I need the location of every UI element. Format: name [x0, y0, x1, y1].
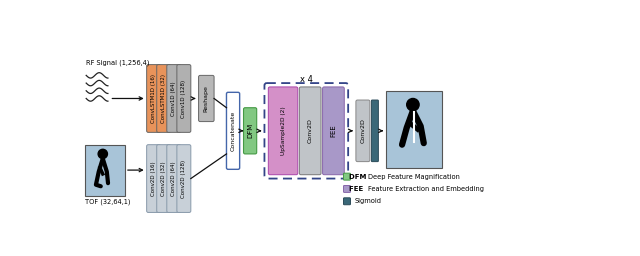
FancyBboxPatch shape — [157, 65, 171, 132]
FancyBboxPatch shape — [344, 198, 351, 205]
Text: Deep Feature Magnification: Deep Feature Magnification — [367, 174, 460, 180]
Text: TOF (32,64,1): TOF (32,64,1) — [84, 198, 130, 205]
Circle shape — [98, 149, 108, 158]
FancyBboxPatch shape — [157, 145, 171, 212]
FancyBboxPatch shape — [198, 75, 214, 122]
Text: Conv2D: Conv2D — [308, 118, 313, 143]
FancyBboxPatch shape — [147, 65, 161, 132]
Text: Conv1D (64): Conv1D (64) — [172, 81, 176, 116]
FancyBboxPatch shape — [244, 108, 257, 154]
Text: ConvLSTM1D (16): ConvLSTM1D (16) — [151, 74, 156, 123]
Bar — [386, 91, 442, 168]
FancyBboxPatch shape — [371, 100, 378, 162]
Text: FEE: FEE — [344, 186, 363, 192]
FancyBboxPatch shape — [300, 87, 321, 175]
Text: Conv2D (64): Conv2D (64) — [172, 161, 176, 196]
Text: Conv2D: Conv2D — [360, 118, 365, 143]
FancyBboxPatch shape — [344, 173, 351, 180]
Bar — [84, 145, 125, 196]
FancyBboxPatch shape — [344, 186, 351, 193]
Text: RF Signal (1,256,4): RF Signal (1,256,4) — [86, 60, 150, 66]
Text: Conv2D (128): Conv2D (128) — [181, 159, 186, 198]
FancyBboxPatch shape — [167, 65, 180, 132]
Text: Conv2D (16): Conv2D (16) — [151, 161, 156, 196]
Circle shape — [406, 99, 419, 111]
FancyBboxPatch shape — [147, 145, 161, 212]
Text: Reshape: Reshape — [204, 85, 209, 112]
Text: DFM: DFM — [344, 174, 366, 180]
FancyBboxPatch shape — [268, 87, 298, 175]
FancyBboxPatch shape — [227, 92, 239, 169]
FancyBboxPatch shape — [177, 145, 191, 212]
Text: x 4: x 4 — [300, 75, 313, 84]
FancyBboxPatch shape — [177, 65, 191, 132]
Text: ConvLSTM1D (32): ConvLSTM1D (32) — [161, 74, 166, 123]
Text: Conv2D (32): Conv2D (32) — [161, 161, 166, 196]
Text: FEE: FEE — [330, 124, 337, 137]
FancyBboxPatch shape — [356, 100, 370, 162]
FancyBboxPatch shape — [323, 87, 344, 175]
Text: Concatenate: Concatenate — [230, 111, 236, 151]
FancyBboxPatch shape — [167, 145, 180, 212]
Text: Feature Extraction and Embedding: Feature Extraction and Embedding — [367, 186, 484, 192]
Text: Sigmoid: Sigmoid — [355, 198, 381, 204]
Text: Conv1D (128): Conv1D (128) — [181, 79, 186, 118]
Text: UpSample2D (2): UpSample2D (2) — [280, 106, 285, 155]
Text: DFM: DFM — [247, 123, 253, 138]
